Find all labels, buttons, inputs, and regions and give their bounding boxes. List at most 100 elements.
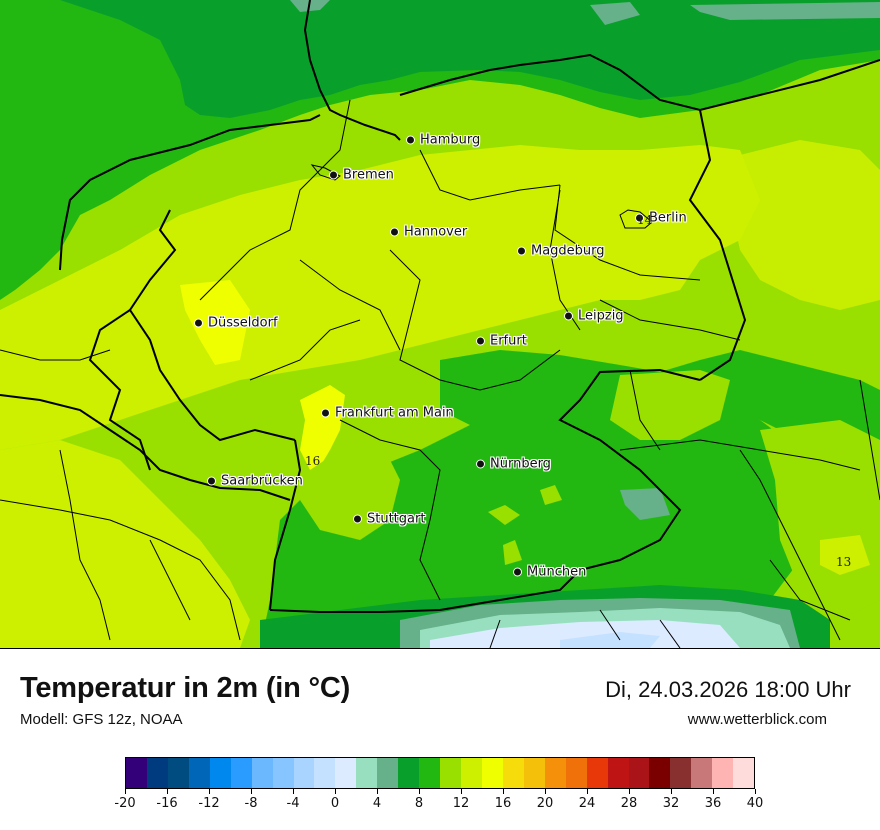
colorbar-tick-label: 12 bbox=[452, 796, 470, 811]
city-hannover: Hannover bbox=[390, 225, 467, 240]
colorbar-tick-label: 8 bbox=[414, 796, 424, 811]
colorbar-tick bbox=[671, 789, 672, 794]
colorbar-tick-label: -12 bbox=[198, 796, 220, 811]
colorbar-segment bbox=[293, 758, 315, 788]
city-nuernberg: Nürnberg bbox=[476, 457, 551, 472]
colorbar-segment bbox=[712, 758, 734, 788]
city-label: Saarbrücken bbox=[221, 473, 303, 489]
colorbar-segment bbox=[188, 758, 210, 788]
temperature-colorbar bbox=[125, 757, 755, 789]
colorbar-tick-label: -4 bbox=[286, 796, 300, 811]
colorbar-tick bbox=[377, 789, 378, 794]
colorbar-segment bbox=[209, 758, 231, 788]
colorbar-tick-label: -20 bbox=[114, 796, 136, 811]
colorbar-tick bbox=[503, 789, 504, 794]
city-bremen: Bremen bbox=[329, 168, 394, 183]
city-hamburg: Hamburg bbox=[406, 133, 480, 148]
city-dot-icon bbox=[476, 336, 485, 346]
city-dot-icon bbox=[207, 476, 216, 486]
colorbar-segment bbox=[314, 758, 336, 788]
contour-label: 14 bbox=[637, 213, 653, 227]
map-svg bbox=[0, 0, 880, 648]
colorbar-segment bbox=[733, 758, 755, 788]
city-berlin: Berlin bbox=[635, 211, 687, 226]
colorbar-segment bbox=[126, 758, 147, 788]
colorbar-tick-label: 16 bbox=[494, 796, 512, 811]
colorbar-segment bbox=[502, 758, 524, 788]
city-label: Düsseldorf bbox=[208, 315, 278, 331]
colorbar-tick-label: -16 bbox=[156, 796, 178, 811]
city-dot-icon bbox=[194, 318, 203, 328]
city-dot-icon bbox=[406, 135, 415, 145]
colorbar-tick bbox=[587, 789, 588, 794]
city-saarbruecken: Saarbrücken bbox=[207, 474, 303, 489]
colorbar-tick bbox=[293, 789, 294, 794]
colorbar-tick bbox=[335, 789, 336, 794]
city-dot-icon bbox=[390, 227, 399, 237]
map-title: Temperatur in 2m (in °C) bbox=[20, 672, 351, 704]
city-dot-icon bbox=[329, 170, 338, 180]
colorbar-segment bbox=[146, 758, 168, 788]
colorbar-segment bbox=[481, 758, 503, 788]
city-label: Hamburg bbox=[420, 132, 481, 148]
city-erfurt: Erfurt bbox=[476, 334, 527, 349]
colorbar-tick-label: 20 bbox=[536, 796, 554, 811]
colorbar-segment bbox=[377, 758, 399, 788]
colorbar-segment bbox=[230, 758, 252, 788]
colorbar-tick-label: 4 bbox=[372, 796, 382, 811]
city-label: Magdeburg bbox=[531, 243, 605, 259]
temperature-map: Hamburg Bremen Hannover Berlin Magdeburg… bbox=[0, 0, 880, 649]
city-duesseldorf: Düsseldorf bbox=[194, 316, 278, 331]
website-link[interactable]: www.wetterblick.com bbox=[687, 711, 827, 728]
colorbar-tick-label: 24 bbox=[578, 796, 596, 811]
colorbar-tick-label: 0 bbox=[330, 796, 340, 811]
colorbar-segment bbox=[565, 758, 587, 788]
colorbar-segment bbox=[523, 758, 545, 788]
colorbar-segment bbox=[461, 758, 482, 788]
colorbar-ticks: -20 -16 -12 -8 -4 0 4 8 12 16 20 24 28 32 36 40 bbox=[114, 789, 763, 819]
city-dot-icon bbox=[353, 514, 362, 524]
colorbar-segment bbox=[544, 758, 566, 788]
colorbar-segment bbox=[167, 758, 189, 788]
city-label: Leipzig bbox=[578, 308, 624, 324]
city-stuttgart: Stuttgart bbox=[353, 512, 425, 527]
contour-label: 13 bbox=[836, 555, 852, 569]
city-label: München bbox=[527, 564, 587, 580]
city-label: Hannover bbox=[404, 224, 468, 240]
city-label: Erfurt bbox=[490, 333, 527, 349]
city-dot-icon bbox=[635, 213, 644, 223]
colorbar-tick bbox=[419, 789, 420, 794]
colorbar-segment bbox=[628, 758, 650, 788]
colorbar-tick-label: 28 bbox=[620, 796, 638, 811]
colorbar-segment bbox=[251, 758, 273, 788]
colorbar-tick-label: -8 bbox=[244, 796, 258, 811]
city-dot-icon bbox=[517, 246, 526, 256]
colorbar-segment bbox=[691, 758, 713, 788]
contour-label: 16 bbox=[305, 454, 321, 468]
colorbar-segment bbox=[398, 758, 420, 788]
city-dot-icon bbox=[476, 459, 485, 469]
colorbar-tick bbox=[713, 789, 714, 794]
colorbar-tick bbox=[209, 789, 210, 794]
city-label: Berlin bbox=[649, 210, 687, 226]
colorbar-segment bbox=[335, 758, 357, 788]
colorbar-tick-label: 32 bbox=[662, 796, 680, 811]
city-dot-icon bbox=[321, 408, 330, 418]
city-label: Stuttgart bbox=[367, 511, 426, 527]
city-label: Frankfurt am Main bbox=[335, 405, 454, 421]
colorbar-tick bbox=[629, 789, 630, 794]
city-dot-icon bbox=[564, 311, 573, 321]
colorbar-tick bbox=[251, 789, 252, 794]
colorbar-segment bbox=[649, 758, 671, 788]
colorbar-segment bbox=[586, 758, 608, 788]
colorbar-tick bbox=[167, 789, 168, 794]
colorbar-tick bbox=[125, 789, 126, 794]
colorbar-segment bbox=[272, 758, 294, 788]
city-muenchen: München bbox=[513, 565, 586, 580]
colorbar-tick bbox=[461, 789, 462, 794]
colorbar-tick-label: 40 bbox=[746, 796, 764, 811]
colorbar-segment bbox=[419, 758, 441, 788]
forecast-datetime: Di, 24.03.2026 18:00 Uhr bbox=[605, 677, 851, 702]
city-label: Bremen bbox=[343, 167, 394, 183]
colorbar-tick bbox=[755, 789, 756, 794]
